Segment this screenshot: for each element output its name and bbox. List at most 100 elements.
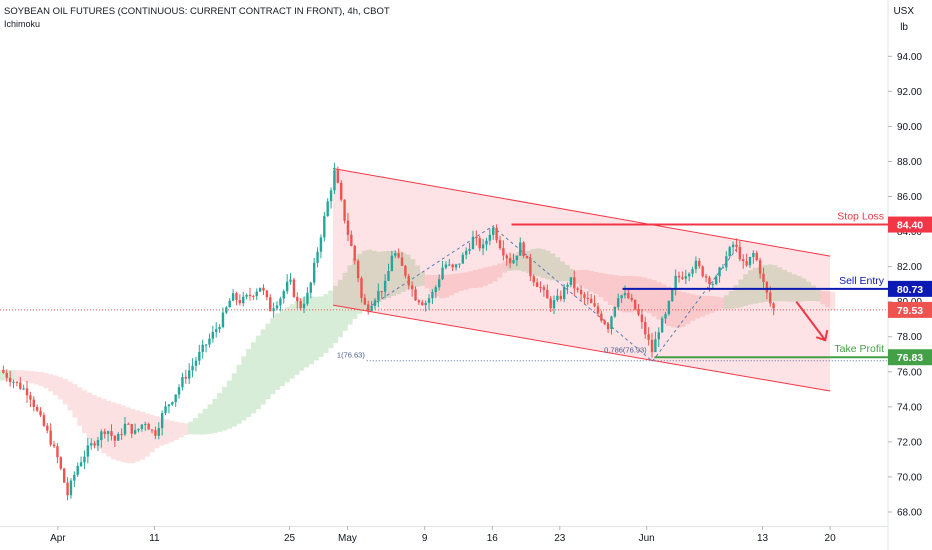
- x-tick-label: 20: [825, 533, 837, 544]
- cloud-segment: [448, 274, 454, 296]
- candle-body: [86, 445, 90, 457]
- candle-body: [106, 431, 110, 434]
- candle-body: [235, 293, 238, 301]
- cloud-segment: [569, 269, 575, 281]
- cloud-segment: [188, 421, 194, 435]
- candles: [2, 162, 775, 501]
- candle-body: [694, 260, 698, 270]
- cloud-segment: [637, 276, 643, 312]
- cloud-segment: [226, 380, 232, 429]
- cloud-segment: [530, 249, 536, 275]
- cloud-segment: [762, 265, 768, 302]
- candle-body: [559, 295, 562, 300]
- candle-body: [698, 260, 701, 267]
- cloud-segment: [376, 251, 382, 302]
- candle-body: [451, 264, 454, 268]
- cloud-segment: [410, 259, 416, 288]
- candle-body: [600, 313, 603, 321]
- candle-body: [373, 300, 377, 307]
- candle-body: [444, 264, 448, 268]
- cloud-segment: [86, 392, 92, 440]
- cloud-segment: [641, 277, 647, 312]
- cloud-segment: [91, 395, 97, 445]
- candle-body: [144, 423, 147, 425]
- candle-body: [160, 413, 164, 429]
- candle-body: [549, 298, 552, 309]
- candle-body: [201, 344, 204, 352]
- candle-body: [211, 331, 215, 339]
- candle-body: [154, 430, 157, 436]
- candle-body: [492, 227, 495, 235]
- cloud-segment: [497, 263, 503, 278]
- cloud-segment: [120, 405, 126, 463]
- cloud-segment: [632, 276, 638, 312]
- take-profit-price-tag: [888, 349, 932, 366]
- candle-body: [535, 282, 539, 287]
- candle-body: [725, 256, 728, 268]
- candle-body: [59, 457, 63, 469]
- candle-body: [22, 388, 25, 390]
- cloud-segment: [294, 301, 300, 375]
- candle-body: [292, 279, 296, 297]
- candle-body: [424, 302, 427, 306]
- candle-body: [326, 201, 329, 217]
- cloud-segment: [723, 295, 730, 309]
- cloud-segment: [400, 252, 406, 292]
- candle-body: [218, 327, 221, 330]
- cloud-segment: [275, 313, 281, 390]
- cloud-segment: [608, 274, 614, 305]
- candle-body: [674, 275, 677, 290]
- candle-body: [228, 300, 231, 308]
- cloud-segment: [43, 372, 49, 389]
- cloud-segment: [149, 414, 155, 453]
- candle-body: [100, 431, 103, 441]
- cloud-segment: [19, 370, 25, 382]
- cloud-segment: [714, 296, 720, 311]
- fib-label-1: 1(76.63): [337, 351, 365, 360]
- cloud-segment: [651, 280, 657, 317]
- cloud-segment: [646, 278, 652, 314]
- x-tick-label: 16: [487, 533, 499, 544]
- cloud-segment: [139, 411, 146, 460]
- candle-body: [434, 287, 437, 293]
- candle-body: [187, 370, 191, 379]
- cloud-segment: [67, 381, 73, 411]
- take-profit-price-text: 76.83: [897, 352, 923, 364]
- candle-body: [32, 399, 35, 407]
- candle-body: [562, 286, 566, 300]
- cloud-segment: [612, 275, 619, 308]
- channel-fill: [333, 168, 831, 392]
- cloud-segment: [33, 371, 39, 385]
- cloud-segment: [477, 268, 483, 288]
- y-tick-label: 82.00: [897, 262, 922, 273]
- candle-body: [532, 276, 535, 283]
- candle-body: [248, 294, 252, 297]
- candle-body: [687, 273, 691, 277]
- candle-body: [566, 284, 569, 287]
- y-tick-label: 72.00: [897, 437, 922, 448]
- candle-body: [650, 339, 654, 353]
- cloud-segment: [299, 298, 305, 371]
- candle-body: [296, 296, 299, 302]
- cloud-segment: [212, 398, 218, 433]
- cloud-segment: [197, 413, 203, 435]
- candle-body: [427, 298, 431, 303]
- y-tick-label: 76.00: [897, 367, 922, 378]
- candle-body: [204, 344, 208, 346]
- candle-body: [569, 277, 573, 285]
- candle-body: [556, 295, 559, 301]
- candle-body: [171, 402, 174, 405]
- cloud-segment: [270, 317, 276, 395]
- candle-body: [49, 430, 52, 445]
- candle-body: [627, 292, 630, 298]
- candle-body: [542, 287, 546, 290]
- cloud-segment: [704, 295, 710, 315]
- candle-body: [654, 339, 657, 353]
- cloud-segment: [337, 279, 343, 338]
- candle-body: [309, 282, 312, 293]
- candle-body: [742, 259, 745, 262]
- cloud-segment: [593, 271, 599, 294]
- cloud-segment: [540, 249, 546, 279]
- candle-body: [617, 298, 620, 307]
